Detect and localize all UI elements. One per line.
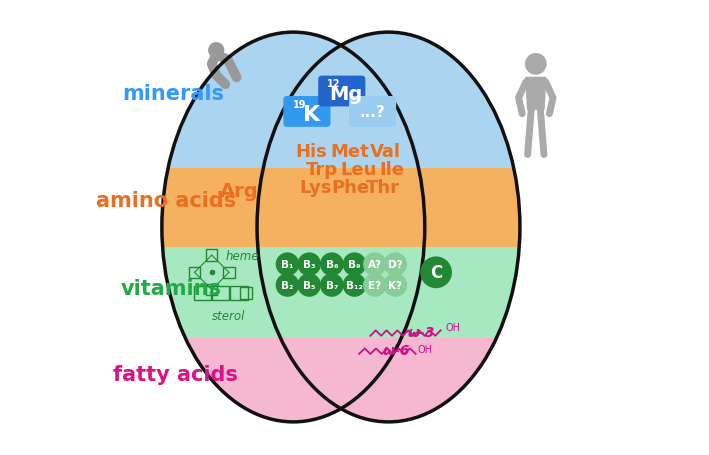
Bar: [128, 248, 581, 339]
Text: vitamins: vitamins: [121, 278, 221, 298]
Text: OH: OH: [445, 322, 460, 332]
Circle shape: [420, 257, 452, 288]
Text: Phe: Phe: [331, 179, 369, 197]
FancyBboxPatch shape: [284, 97, 330, 127]
Bar: [128, 248, 581, 339]
Text: D?: D?: [388, 260, 403, 269]
Text: ω-3: ω-3: [408, 325, 435, 339]
Text: amino acids: amino acids: [96, 190, 237, 210]
Text: B₁₂: B₁₂: [346, 280, 363, 290]
Text: ω-6: ω-6: [383, 344, 410, 358]
Ellipse shape: [257, 33, 520, 422]
Ellipse shape: [162, 33, 425, 422]
Text: A?: A?: [368, 260, 382, 269]
Text: B₅: B₅: [303, 280, 316, 290]
Text: Ile: Ile: [379, 161, 404, 179]
Circle shape: [363, 253, 386, 276]
Circle shape: [297, 273, 321, 297]
Text: B₉: B₉: [348, 260, 361, 269]
Bar: [128, 169, 581, 248]
Text: E?: E?: [369, 280, 381, 290]
Circle shape: [208, 43, 225, 59]
Circle shape: [342, 273, 367, 297]
Circle shape: [320, 253, 344, 276]
Bar: [128, 339, 581, 454]
Text: His: His: [296, 142, 328, 161]
Ellipse shape: [162, 33, 425, 422]
Ellipse shape: [257, 33, 520, 422]
Text: B₁: B₁: [281, 260, 294, 269]
Text: 12: 12: [327, 79, 340, 89]
Text: K: K: [303, 105, 320, 125]
Text: B₇: B₇: [325, 280, 338, 290]
FancyBboxPatch shape: [318, 76, 365, 107]
Ellipse shape: [257, 33, 520, 422]
Text: sterol: sterol: [212, 310, 245, 323]
Ellipse shape: [162, 33, 425, 422]
Circle shape: [297, 253, 321, 276]
Text: Arg: Arg: [220, 182, 258, 201]
Text: OH: OH: [418, 344, 433, 354]
Circle shape: [276, 253, 299, 276]
Text: B₂: B₂: [281, 280, 294, 290]
Text: heme: heme: [225, 249, 259, 262]
Text: K?: K?: [389, 280, 402, 290]
Circle shape: [525, 54, 547, 76]
Text: ...?: ...?: [359, 105, 386, 120]
Circle shape: [342, 253, 367, 276]
Polygon shape: [526, 78, 546, 110]
Text: B₆: B₆: [325, 260, 338, 269]
FancyBboxPatch shape: [349, 97, 396, 127]
Bar: [128, 1, 581, 169]
Text: Leu: Leu: [340, 161, 376, 179]
Bar: [128, 169, 581, 248]
Text: Val: Val: [370, 142, 401, 161]
Ellipse shape: [257, 33, 520, 422]
Text: B₃: B₃: [303, 260, 316, 269]
Text: Mg: Mg: [330, 85, 363, 104]
Text: fatty acids: fatty acids: [113, 364, 238, 384]
Text: minerals: minerals: [122, 84, 224, 104]
Circle shape: [276, 273, 299, 297]
Circle shape: [320, 273, 344, 297]
Text: Trp: Trp: [306, 161, 338, 179]
Ellipse shape: [162, 33, 425, 422]
Circle shape: [384, 253, 407, 276]
Circle shape: [363, 273, 386, 297]
Text: Lys: Lys: [300, 179, 333, 197]
Text: C: C: [430, 264, 442, 282]
Circle shape: [384, 273, 407, 297]
Text: Met: Met: [330, 142, 369, 161]
Bar: [128, 339, 581, 454]
Bar: [128, 1, 581, 169]
Text: 19: 19: [293, 100, 306, 110]
Text: Thr: Thr: [366, 179, 400, 197]
